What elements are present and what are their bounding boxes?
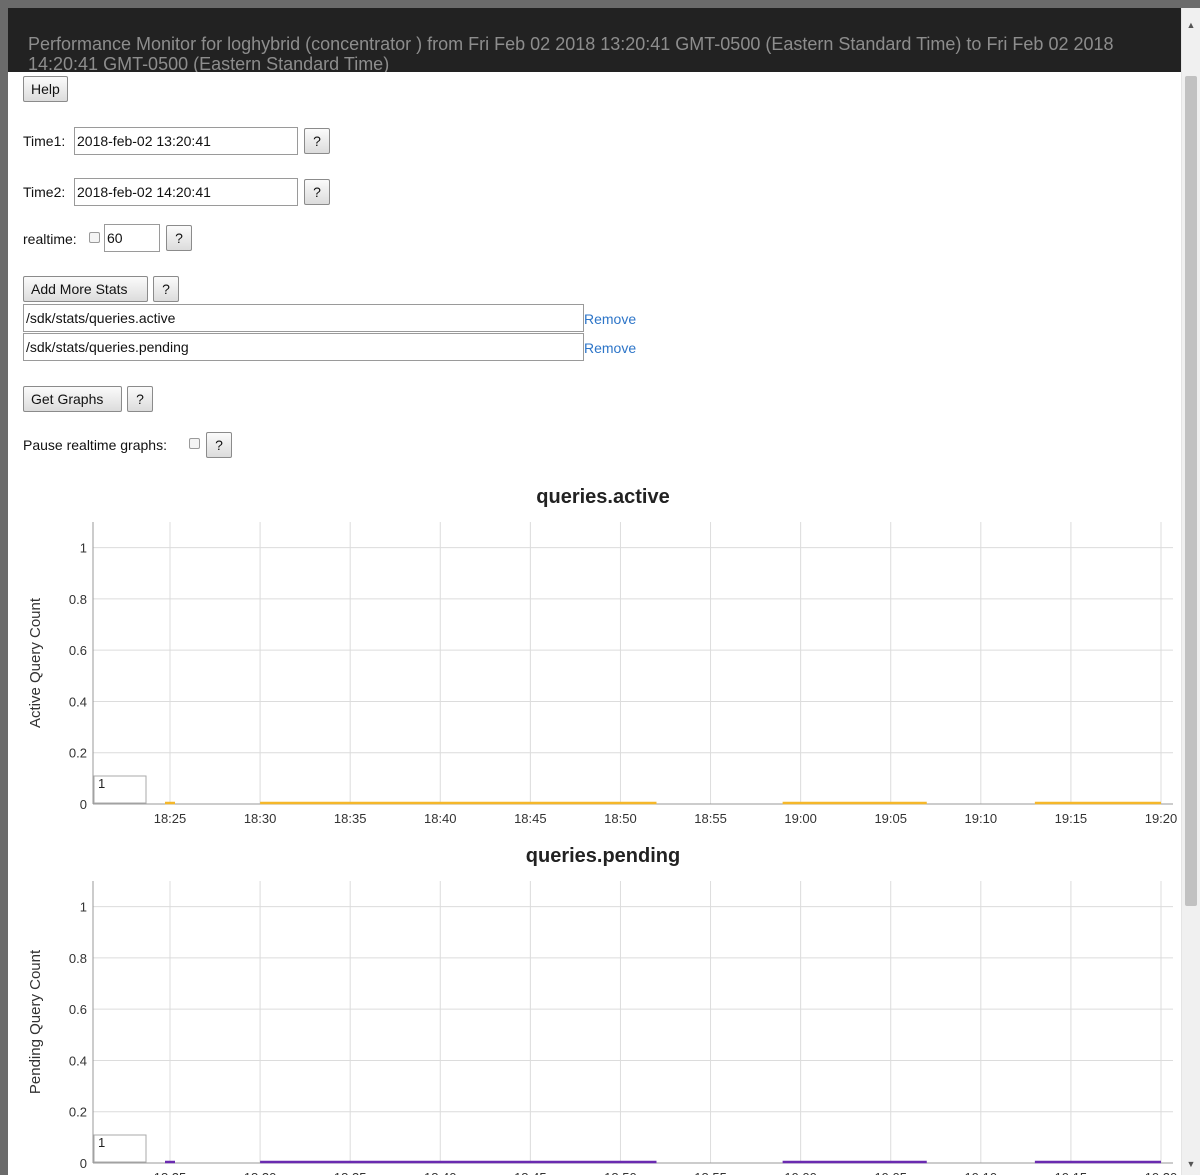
x-tick-label: 18:55: [694, 1170, 727, 1175]
y-tick-label: 0.2: [69, 746, 87, 761]
time1-help-button[interactable]: ?: [304, 128, 330, 154]
remove-stat-link[interactable]: Remove: [584, 311, 637, 327]
get-graphs-button[interactable]: Get Graphs: [23, 386, 122, 412]
realtime-label: realtime:: [23, 231, 77, 247]
help-button[interactable]: Help: [23, 76, 68, 102]
x-tick-label: 19:05: [874, 811, 907, 826]
y-tick-label: 0.6: [69, 643, 87, 658]
pending-queries-chart: 0 0.2 0.4 0.6 0.8 1 18:25 18:30 18:35 18:40 18:45 1…: [27, 881, 1178, 1175]
time1-label: Time1:: [23, 133, 66, 149]
y-tick-label: 0.2: [69, 1105, 87, 1120]
y-tick-label: 1: [80, 541, 87, 556]
stat-path-input[interactable]: /sdk/stats/queries.pending: [23, 333, 584, 361]
value-readout-box: [93, 775, 147, 804]
pause-realtime-checkbox[interactable]: [189, 438, 200, 449]
realtime-interval-input[interactable]: 60: [104, 224, 160, 252]
x-tick-label: 18:50: [604, 1170, 637, 1175]
time2-label: Time2:: [23, 184, 66, 200]
time2-input[interactable]: 2018-feb-02 14:20:41: [74, 178, 298, 206]
y-tick-label: 0.8: [69, 951, 87, 966]
chart-title-active: queries.active: [536, 486, 670, 508]
active-queries-chart: 0 0.2 0.4 0.6 0.8 1 18:25 18:30 18:35 18:40 18:45 1…: [27, 522, 1178, 826]
x-tick-label: 18:45: [514, 811, 547, 826]
x-tick-label: 19:00: [784, 1170, 817, 1175]
pause-help-button[interactable]: ?: [206, 432, 232, 458]
title-bar: Performance Monitor for loghybrid (conce…: [8, 8, 1182, 72]
stat-path-input[interactable]: /sdk/stats/queries.active: [23, 304, 584, 332]
add-stats-help-button[interactable]: ?: [153, 276, 179, 302]
x-tick-label: 19:20: [1145, 811, 1178, 826]
x-tick-label: 19:00: [784, 811, 817, 826]
chart-title-pending: queries.pending: [525, 845, 681, 867]
y-tick-label: 0.4: [69, 1053, 87, 1068]
scroll-up-arrow-icon[interactable]: ▲: [1186, 20, 1196, 30]
x-tick-label: 18:45: [514, 1170, 547, 1175]
value-readout-text: 1: [98, 776, 105, 791]
remove-stat-link[interactable]: Remove: [584, 340, 637, 356]
x-tick-label: 18:25: [154, 1170, 187, 1175]
x-tick-label: 18:40: [424, 811, 457, 826]
x-tick-label: 19:05: [874, 1170, 907, 1175]
y-tick-label: 1: [80, 900, 87, 915]
y-axis-label: Pending Query Count: [27, 949, 44, 1094]
vertical-scrollbar[interactable]: ▲ ▼: [1181, 8, 1200, 1175]
window-title: Performance Monitor for loghybrid (conce…: [28, 34, 1114, 72]
get-graphs-help-button[interactable]: ?: [127, 386, 153, 412]
y-tick-label: 0.8: [69, 592, 87, 607]
x-tick-label: 19:15: [1055, 1170, 1088, 1175]
y-tick-label: 0.6: [69, 1002, 87, 1017]
value-readout-text: 1: [98, 1135, 105, 1150]
x-tick-label: 19:20: [1145, 1170, 1178, 1175]
y-tick-label: 0: [80, 797, 87, 812]
x-tick-label: 18:30: [244, 1170, 277, 1175]
value-readout-box: [93, 1134, 147, 1163]
x-tick-label: 18:55: [694, 811, 727, 826]
main-content: Help Time1: 2018-feb-02 13:20:41 ? Time2…: [23, 8, 1182, 1175]
time2-help-button[interactable]: ?: [304, 179, 330, 205]
x-tick-label: 19:10: [965, 811, 998, 826]
x-tick-label: 18:30: [244, 811, 277, 826]
performance-monitor-window: Performance Monitor for loghybrid (conce…: [8, 8, 1200, 1175]
x-tick-label: 18:50: [604, 811, 637, 826]
x-tick-label: 18:35: [334, 1170, 367, 1175]
x-tick-label: 18:40: [424, 1170, 457, 1175]
time1-input[interactable]: 2018-feb-02 13:20:41: [74, 127, 298, 155]
realtime-help-button[interactable]: ?: [166, 225, 192, 251]
pause-realtime-label: Pause realtime graphs:: [23, 437, 167, 453]
realtime-checkbox[interactable]: [89, 232, 100, 243]
x-tick-label: 19:10: [965, 1170, 998, 1175]
x-tick-label: 18:35: [334, 811, 367, 826]
y-tick-label: 0: [80, 1156, 87, 1171]
y-axis-label: Active Query Count: [27, 597, 44, 728]
scrollbar-thumb[interactable]: [1185, 76, 1197, 906]
scroll-down-arrow-icon[interactable]: ▼: [1186, 1159, 1196, 1169]
x-tick-label: 18:25: [154, 811, 187, 826]
y-tick-label: 0.4: [69, 694, 87, 709]
add-more-stats-button[interactable]: Add More Stats: [23, 276, 148, 302]
x-tick-label: 19:15: [1055, 811, 1088, 826]
